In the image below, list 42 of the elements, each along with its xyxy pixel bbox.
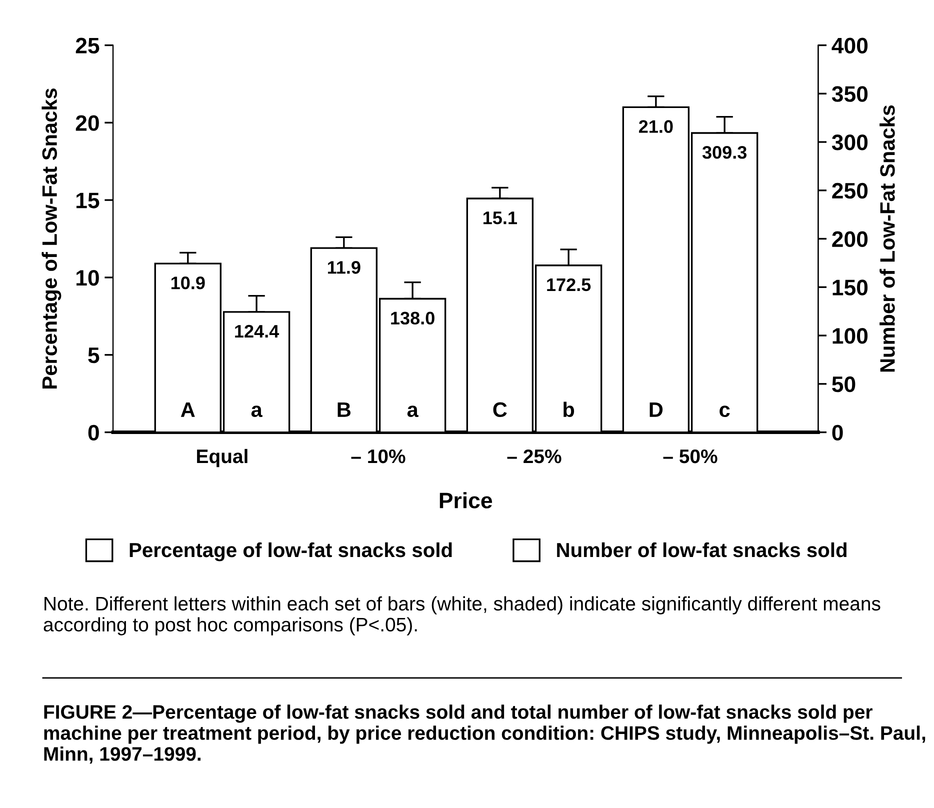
caption: FIGURE 2—Percentage of low-fat snacks sold and total number of low-fat snacks sold per machine per treatment period, by price reduction condition: CHIPS study, Minneapolis–St. Paul, Minn, 1997–1999. bbox=[44, 704, 926, 764]
y2-axis-title: Number of Low-Fat Snacks bbox=[880, 105, 895, 372]
y-tick-label: 5 bbox=[88, 348, 100, 364]
annotation: c bbox=[720, 406, 730, 418]
data-label: 172.5 bbox=[547, 278, 591, 292]
x-tick-label: – 50% bbox=[663, 449, 718, 464]
y2-tick-label: 400 bbox=[832, 38, 868, 54]
y2-tick-label: 0 bbox=[832, 424, 843, 441]
x-tick-label: Equal bbox=[197, 448, 248, 468]
data-label: 138.0 bbox=[391, 312, 434, 325]
annotation: C bbox=[493, 402, 507, 418]
annotation: A bbox=[180, 402, 195, 417]
data-label: 124.4 bbox=[235, 324, 280, 338]
annotation: a bbox=[251, 406, 262, 418]
y-tick-label: 25 bbox=[76, 38, 100, 54]
annotation: b bbox=[564, 402, 574, 418]
y2-tick-label: 50 bbox=[832, 376, 856, 392]
annotation: D bbox=[650, 402, 663, 417]
legend-label: Percentage of low-fat snacks sold bbox=[130, 542, 452, 562]
y-tick-label: 15 bbox=[76, 192, 100, 208]
x-axis-title: Price bbox=[440, 492, 492, 508]
x-tick-label: – 10% bbox=[351, 449, 406, 464]
y-tick-label: 20 bbox=[76, 115, 99, 131]
data-label: 11.9 bbox=[328, 261, 360, 274]
y-tick-label: 0 bbox=[88, 424, 99, 441]
y2-tick-label: 350 bbox=[832, 86, 868, 102]
y2-tick-label: 250 bbox=[832, 182, 868, 199]
y2-tick-label: 150 bbox=[832, 280, 868, 296]
data-label: 10.9 bbox=[171, 276, 205, 290]
y2-tick-label: 300 bbox=[832, 134, 868, 150]
y2-tick-label: 100 bbox=[832, 328, 868, 344]
y2-tick-label: 200 bbox=[832, 231, 868, 248]
data-label: 309.3 bbox=[702, 146, 747, 159]
annotation: B bbox=[338, 402, 350, 417]
y-axis-title: Percentage of Low-Fat Snacks bbox=[42, 88, 62, 388]
data-label: 21.0 bbox=[638, 120, 673, 133]
legend-label: Number of low-fat snacks sold bbox=[557, 542, 846, 558]
x-tick-label: – 25% bbox=[507, 449, 562, 464]
text: Note. Different letters within each set of bars (white, shaded) indicate significantly different means according to post hoc comparisons (P<.05). bbox=[44, 596, 880, 636]
y-tick-label: 10 bbox=[76, 270, 99, 286]
data-label: 15.1 bbox=[483, 212, 517, 224]
annotation: a bbox=[407, 406, 418, 418]
